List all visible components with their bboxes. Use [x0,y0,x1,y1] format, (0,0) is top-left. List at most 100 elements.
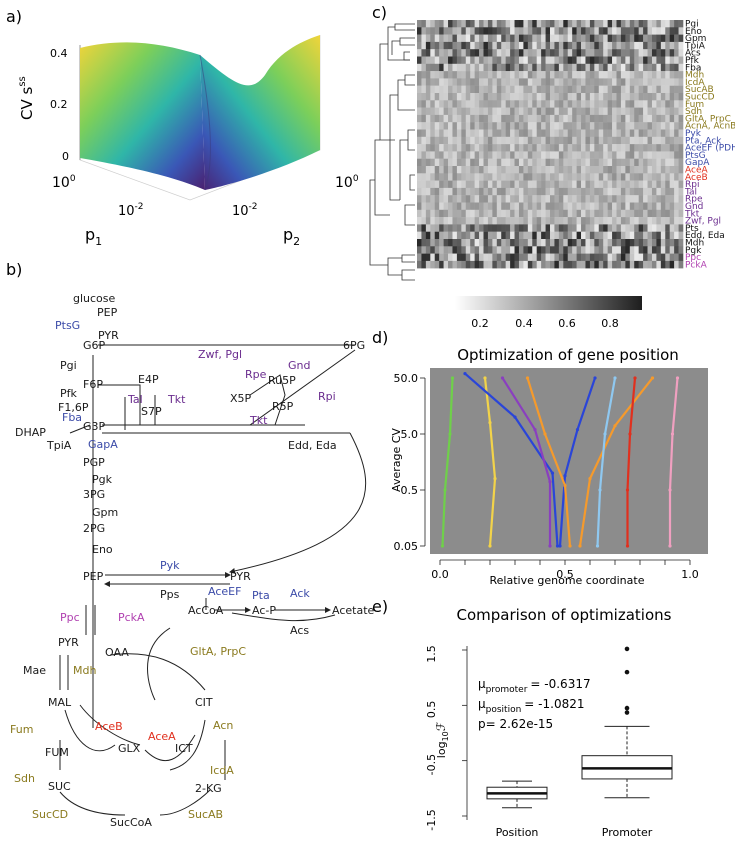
heatmap-cell [616,144,622,152]
heatmap-cell [461,27,467,35]
heatmap-cell [643,34,648,43]
heatmap-cell [612,239,617,247]
heatmap-cell [594,253,600,262]
heatmap-cell [585,114,591,123]
heatmap-cell [483,71,489,79]
heatmap-cell [421,49,427,57]
heatmap-cell [536,217,542,225]
dendrogram-branch [387,26,410,61]
heatmap-cell [674,129,679,137]
heatmap-cell [527,224,533,232]
heatmap-cell [527,122,533,130]
chart-d-point [555,544,560,548]
heatmap-cell [643,41,648,50]
heatmap-cell [629,27,635,35]
heatmap-cell [514,34,520,43]
heatmap-cell [470,151,475,159]
heatmap-cell [634,107,639,116]
heatmap-cell [492,49,498,57]
heatmap-cell [674,71,679,79]
heatmap-cell [581,41,586,50]
heatmap-cell [417,173,422,181]
chart-d-ytick-label: 0.5 [401,484,419,497]
heatmap-cell [678,180,684,189]
heatmap-cell [563,151,569,159]
heatmap-cell [417,166,422,174]
heatmap-cell [589,239,595,247]
heatmap-cell [660,260,666,269]
heatmap-cell [647,34,653,43]
heatmap-cell [487,166,493,174]
heatmap-cell [620,85,626,94]
p1-axis-label: p1 [85,225,102,248]
heatmap-cell [550,173,555,181]
heatmap-cell [616,34,622,43]
heatmap-cell [470,34,475,43]
heatmap-cell [594,224,600,232]
heatmap-cell [443,78,449,86]
heatmap-cell [572,195,577,203]
heatmap-cell [430,144,436,152]
heatmap-cell [656,129,662,137]
heatmap-cell [536,78,542,86]
heatmap-cell [625,166,631,174]
heatmap [417,20,684,269]
heatmap-cell [620,27,626,35]
heatmap-cell [430,209,436,218]
heatmap-cell [572,231,577,240]
chart-d-point [448,432,452,436]
heatmap-cell [518,27,524,35]
heatmap-cell [434,217,440,225]
heatmap-cell [643,27,648,35]
heatmap-cell [487,49,493,57]
heatmap-cell [607,158,613,167]
heatmap-cell [523,180,529,189]
heatmap-cell [607,107,613,116]
heatmap-cell [660,71,666,79]
heatmap-cell [594,20,600,28]
heatmap-cell [532,41,537,50]
heatmap-cell [505,187,511,196]
heatmap-cell [585,246,591,254]
heatmap-cell [545,217,551,225]
heatmap-cell [638,63,644,72]
heatmap-cell [634,129,639,137]
heatmap-cell [581,195,586,203]
heatmap-cell [541,209,546,218]
enz-tkt1: Tkt [167,393,186,406]
chart-d-point [558,544,562,548]
heatmap-cell [589,122,595,130]
heatmap-cell [607,209,613,218]
heatmap-cell [669,71,675,79]
heatmap-cell [567,173,573,181]
heatmap-cell [554,107,560,116]
heatmap-cell [678,85,684,94]
heatmap-cell [452,122,458,130]
heatmap-cell [594,85,600,94]
dendrogram-branch [369,179,388,266]
surface-right [200,35,320,190]
heatmap-cell [678,27,684,35]
heatmap-cell [439,239,444,247]
chart-d-point [563,484,567,488]
heatmap-cell [550,85,555,94]
heatmap-cell [669,144,675,152]
heatmap-cell [678,114,684,123]
heatmap-cell [434,20,440,28]
heatmap-cell [487,239,493,247]
heatmap-cell [647,195,653,203]
heatmap-cell [417,136,422,145]
heatmap-cell [461,202,467,210]
heatmap-cell [634,136,639,145]
heatmap-cell [643,63,648,72]
heatmap-cell [629,129,635,137]
heatmap-cell [589,63,595,72]
heatmap-cell [616,93,622,101]
heatmap-cell [550,224,555,232]
heatmap-cell [554,202,560,210]
heatmap-cell [594,56,600,64]
heatmap-cell [594,136,600,145]
heatmap-cell [470,114,475,123]
heatmap-cell [536,71,542,79]
heatmap-cell [510,239,515,247]
